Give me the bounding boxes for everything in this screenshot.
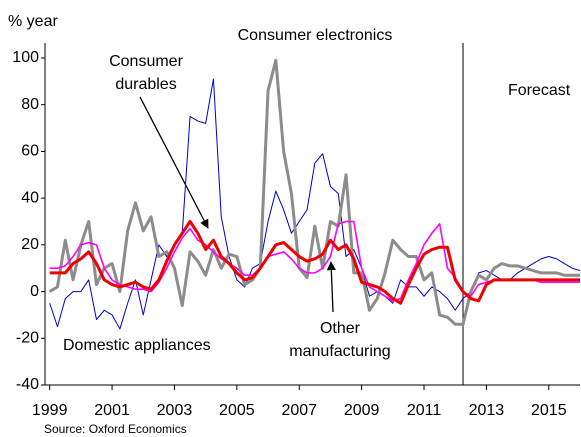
annotation: Domestic appliances [63,337,211,354]
y-tick-label: 0 [30,283,39,300]
y-tick-label: 80 [21,96,39,113]
x-tick-label: 2015 [531,402,567,419]
annotation: Consumer [109,53,183,70]
x-tick-label: 2007 [281,402,317,419]
y-tick-label: 20 [21,236,39,253]
x-tick-label: 2009 [344,402,380,419]
y-axis-label: % year [8,13,58,30]
y-tick-label: -40 [16,376,39,393]
annotation: durables [115,76,176,93]
series-line [49,220,580,305]
x-tick-label: 2011 [407,402,442,419]
x-tick-label: 1999 [32,402,68,419]
y-tick-label: -20 [16,330,39,347]
series-line [49,78,581,330]
x-tick-label: 2003 [157,402,193,419]
arrow [326,261,336,313]
annotation: manufacturing [289,343,390,360]
y-tick-label: 100 [12,49,39,66]
annotation: Other [320,320,361,337]
x-tick-label: 2001 [94,402,130,419]
annotation: Forecast [508,82,571,99]
y-tick-label: 40 [21,189,39,206]
source: Source: Oxford Economics [44,422,187,436]
y-tick-label: 60 [21,143,39,160]
annotation: Consumer electronics [238,27,393,44]
x-tick-label: 2013 [469,402,505,419]
arrow [139,96,209,229]
series-line [48,58,580,326]
x-tick-label: 2005 [219,402,255,419]
